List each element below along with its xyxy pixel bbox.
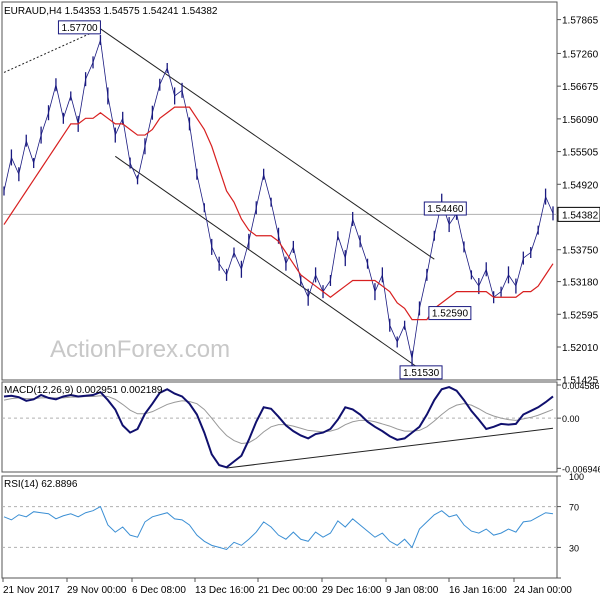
x-tick-label: 21 Dec 00:00 (258, 585, 318, 596)
rsi-tick-label: 100 (569, 472, 584, 482)
price-tick-label: 1.56675 (562, 82, 599, 93)
last-price-box (557, 206, 600, 222)
x-tick-label: 13 Dec 16:00 (195, 585, 255, 596)
price-frame (1, 1, 558, 381)
price-annotation-label: 1.57700 (61, 23, 98, 34)
x-tick-label: 29 Dec 16:00 (322, 585, 382, 596)
channel-trendline (3, 28, 101, 73)
x-tick-label: 24 Jan 00:00 (514, 585, 572, 596)
macd-line (3, 385, 554, 469)
price-annotation-box (399, 365, 443, 380)
price-annotation-label: 1.52590 (432, 309, 469, 320)
rsi-frame (1, 475, 558, 579)
macd-tick-label: -0.006946 (562, 464, 600, 474)
price-tick-label: 1.54920 (562, 180, 599, 191)
macd-tick-label: 0.00 (562, 414, 580, 424)
price-annotation-label: 1.54460 (427, 204, 464, 215)
price-tick-label: 1.53750 (562, 246, 599, 257)
price-tick-label: 1.54382 (562, 210, 599, 221)
rsi-line (3, 505, 554, 550)
macd-tick-label: 0.004586 (562, 381, 600, 391)
price-tick-label: 1.56090 (562, 115, 599, 126)
macd-trendline (226, 427, 554, 469)
price-tick-label: 1.51425 (562, 376, 599, 387)
price-header: EURAUD,H4 1.54353 1.54575 1.54241 1.5438… (4, 6, 218, 17)
x-tick-label: 21 Nov 2017 (3, 585, 60, 596)
x-tick-label: 6 Dec 08:00 (132, 585, 186, 596)
moving-average-line (3, 106, 554, 321)
macd-frame (1, 381, 558, 473)
price-line (3, 39, 554, 359)
price-annotation-box (57, 20, 101, 35)
rsi-header: RSI(14) 62.8896 (4, 479, 78, 490)
price-annotation-box (423, 201, 467, 216)
rsi-tick-label: 70 (569, 503, 579, 513)
price-tick-label: 1.57260 (562, 49, 599, 60)
price-tick-label: 1.57865 (562, 16, 599, 27)
x-tick-label: 9 Jan 08:00 (386, 585, 439, 596)
price-annotation-box (428, 306, 472, 321)
price-tick-label: 1.52595 (562, 310, 599, 321)
price-annotation-label: 1.51530 (403, 368, 440, 379)
channel-trendline (100, 28, 435, 260)
channel-trendline (114, 155, 428, 375)
price-tick-label: 1.52010 (562, 343, 599, 354)
x-tick-label: 29 Nov 00:00 (67, 585, 127, 596)
x-tick-label: 16 Jan 16:00 (449, 585, 507, 596)
price-tick-label: 1.55505 (562, 148, 599, 159)
price-tick-label: 1.53180 (562, 278, 599, 289)
rsi-tick-label: 30 (569, 543, 579, 553)
watermark: ActionForex.com (50, 336, 230, 363)
macd-signal-line (3, 395, 554, 444)
macd-header: MACD(12,26,9) 0.002951 0.002189 (4, 385, 163, 396)
